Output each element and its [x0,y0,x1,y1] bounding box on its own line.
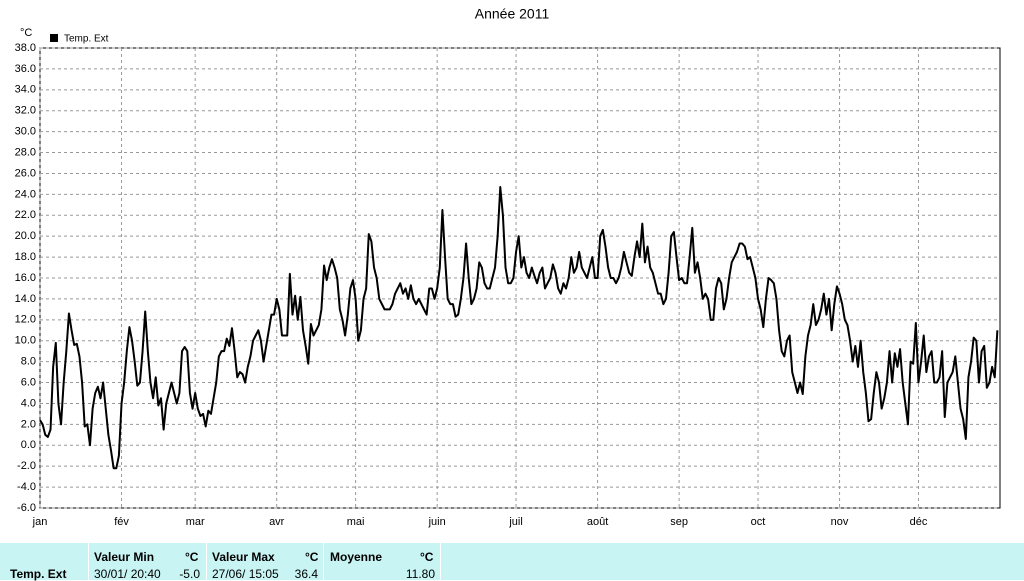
chart-title: Année 2011 [475,6,550,22]
y-tick-label: 20.0 [15,230,36,242]
line [39,186,999,470]
y-tick-label: -6.0 [17,502,36,514]
x-tick-label: avr [269,516,285,528]
y-tick-label: 8.0 [21,356,36,368]
y-tick-label: -4.0 [17,481,36,493]
y-tick-label: 10.0 [15,335,36,347]
y-tick-label: 32.0 [15,105,36,117]
y-tick-label: 38.0 [15,42,36,54]
max-unit: °C [305,550,319,564]
x-tick-label: déc [910,516,928,528]
y-tick-label: -2.0 [17,460,36,472]
y-tick-label: 26.0 [15,167,36,179]
x-tick-label: sep [670,516,688,528]
y-axis-label: °C [20,27,32,39]
chart: Année 2011 °C Temp. Ext -6.0 -4.0 -2.0 0.0 2… [15,6,1001,528]
x-tick-label: mar [186,516,205,528]
separator [440,543,441,580]
x-tick-label: juil [508,516,522,528]
max-value: 36.4 [294,567,318,581]
y-tick-label: 2.0 [21,418,36,430]
y-tick-label: 30.0 [15,126,36,138]
y-tick-label: 24.0 [15,188,36,200]
mean-value: 11.80 [405,567,435,581]
separator [88,543,89,580]
max-date: 27/06/ 15:05 [212,567,279,581]
x-tick-label: juin [428,516,446,528]
y-tick-label: 22.0 [15,209,36,221]
y-tick-label: 12.0 [15,314,36,326]
x-tick-label: mai [347,516,365,528]
min-date: 30/01/ 20:40 [94,567,161,581]
min-value: -5.0 [179,567,200,581]
y-tick-label: 34.0 [15,84,36,96]
separator [323,543,324,580]
mean-title: Moyenne [330,550,383,564]
legend-swatch [50,34,58,42]
row-label: Temp. Ext [10,567,67,581]
x-tick-label: fév [114,516,129,528]
legend-label: Temp. Ext [64,34,109,45]
x-tick-label: oct [751,516,766,528]
x-tick-label: août [587,516,608,528]
separator [206,543,207,580]
y-tick-label: 6.0 [21,376,36,388]
x-tick-label: nov [831,516,849,528]
y-tick-label: 4.0 [21,397,36,409]
mean-unit: °C [420,550,434,564]
max-title: Valeur Max [212,550,275,564]
min-unit: °C [185,550,199,564]
min-title: Valeur Min [94,550,155,564]
y-tick-label: 18.0 [15,251,36,263]
stats-panel: Temp. Ext Valeur Min °C 30/01/ 20:40 -5.… [0,543,1024,581]
y-tick-label: 36.0 [15,63,36,75]
y-tick-label: 28.0 [15,146,36,158]
y-tick-label: 14.0 [15,293,36,305]
x-tick-label: jan [32,516,48,528]
y-tick-label: 16.0 [15,272,36,284]
y-tick-label: 0.0 [21,439,36,451]
